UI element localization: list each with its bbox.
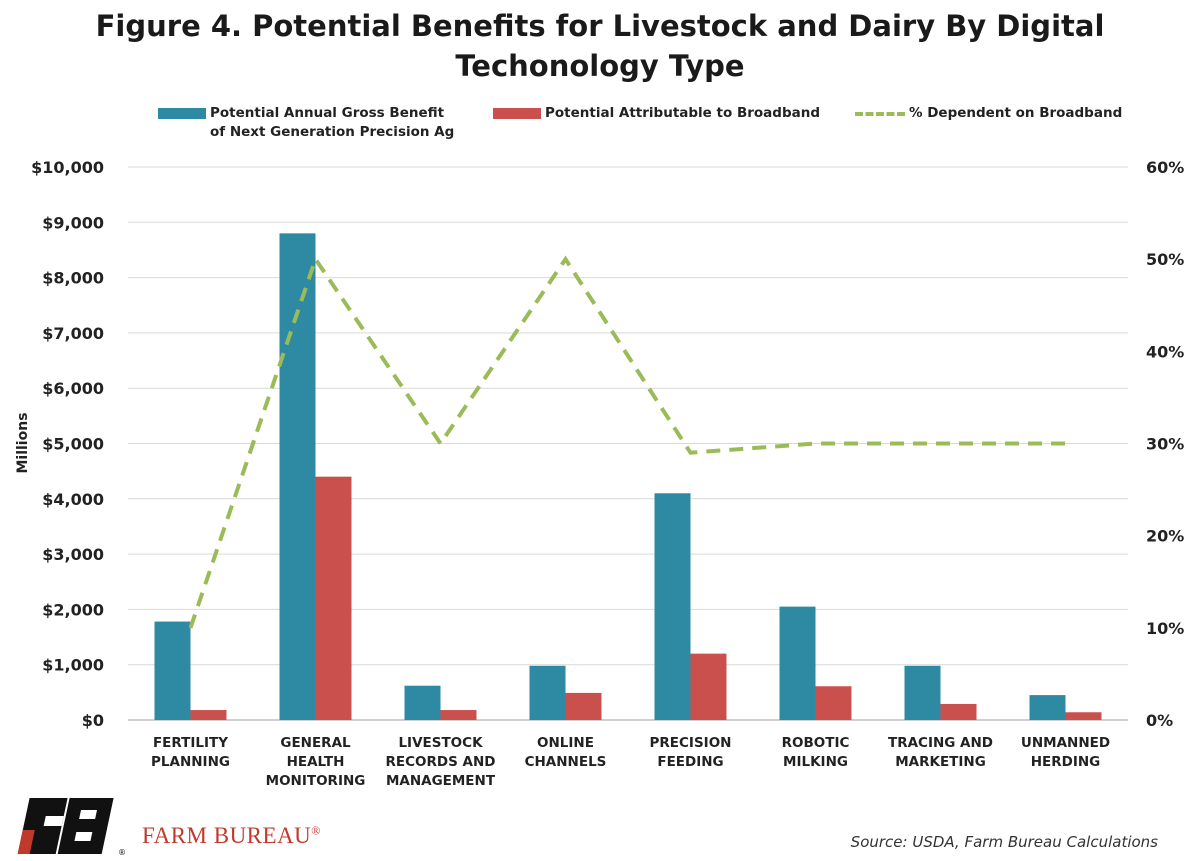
- x-tick-label: HEALTH: [287, 754, 345, 770]
- series-line-pct: [188, 254, 1066, 629]
- legend-label-line: of Next Generation Precision Ag: [210, 124, 455, 140]
- bar-gross: [1029, 695, 1066, 720]
- bar-broadband: [565, 692, 602, 720]
- x-tick-label: FERTILITY: [153, 735, 228, 751]
- x-tick-label: PRECISION: [650, 735, 732, 751]
- bar-gross: [404, 685, 441, 720]
- y2-tick-label: 50%: [1146, 250, 1184, 269]
- legend-swatch-gross: [158, 108, 206, 119]
- bar-gross: [279, 233, 316, 721]
- brand-name: FARM BUREAU®: [142, 823, 321, 849]
- x-tick-label: CHANNELS: [525, 754, 607, 770]
- y-tick-label: $10,000: [31, 158, 104, 177]
- y2-tick-label: 20%: [1146, 527, 1184, 546]
- x-tick-label: LIVESTOCK: [398, 735, 483, 751]
- y-tick-label: $5,000: [42, 435, 104, 454]
- y-tick-label: $2,000: [42, 600, 104, 619]
- bar-broadband: [815, 686, 852, 720]
- x-tick-label: MARKETING: [895, 754, 986, 770]
- x-tick-label: FEEDING: [657, 754, 723, 770]
- legend-swatch-broadband: [493, 108, 541, 119]
- x-tick-label: MILKING: [783, 754, 848, 770]
- bar-gross: [779, 606, 816, 720]
- x-tick-label: UNMANNED: [1021, 735, 1110, 751]
- bar-broadband: [190, 710, 227, 720]
- bar-broadband: [940, 703, 977, 720]
- y-tick-label: $9,000: [42, 213, 104, 232]
- bar-broadband: [315, 476, 352, 720]
- y-tick-label: $1,000: [42, 656, 104, 675]
- chart-title-line: Techonology Type: [455, 49, 745, 83]
- x-tick-label: PLANNING: [151, 754, 230, 770]
- chart-title: Figure 4. Potential Benefits for Livesto…: [0, 6, 1200, 86]
- legend-label-line: Potential Annual Gross Benefit: [210, 105, 445, 121]
- y2-tick-label: 10%: [1146, 619, 1184, 638]
- legend-swatch-pct: [855, 112, 905, 116]
- chart-legend: Potential Annual Gross Benefit of Next G…: [0, 104, 1200, 148]
- x-tick-label: RECORDS AND: [386, 754, 496, 770]
- chart-title-line: Figure 4. Potential Benefits for Livesto…: [95, 9, 1105, 43]
- svg-text:®: ®: [118, 848, 126, 857]
- brand-text: FARM BUREAU: [142, 823, 312, 848]
- y-tick-label: $4,000: [42, 490, 104, 509]
- y-tick-label: $3,000: [42, 545, 104, 564]
- y2-tick-label: 0%: [1146, 711, 1173, 730]
- y-tick-label: $0: [82, 711, 104, 730]
- bar-gross: [904, 665, 941, 720]
- bar-broadband: [440, 710, 477, 720]
- bar-broadband: [1065, 712, 1102, 720]
- bar-broadband: [690, 653, 727, 720]
- farm-bureau-logo-icon: ®: [17, 798, 126, 857]
- y-tick-label: $7,000: [42, 324, 104, 343]
- y2-tick-label: 40%: [1146, 342, 1184, 361]
- brand-mark: ®: [311, 823, 321, 838]
- x-tick-label: GENERAL: [280, 735, 351, 751]
- x-tick-label: TRACING AND: [888, 735, 993, 751]
- legend-label-broadband: Potential Attributable to Broadband: [545, 105, 821, 121]
- x-tick-label: HERDING: [1031, 754, 1101, 770]
- x-tick-label: ROBOTIC: [782, 735, 850, 751]
- bar-gross: [154, 621, 191, 720]
- bar-gross: [654, 493, 691, 720]
- x-tick-label: MONITORING: [266, 773, 366, 789]
- x-tick-label: ONLINE: [537, 735, 594, 751]
- legend-label-pct: % Dependent on Broadband: [909, 105, 1123, 121]
- source-note: Source: USDA, Farm Bureau Calculations: [850, 833, 1158, 851]
- bar-gross: [529, 665, 566, 720]
- y2-tick-label: 60%: [1146, 158, 1184, 177]
- y2-tick-label: 30%: [1146, 435, 1184, 454]
- y-tick-label: $8,000: [42, 269, 104, 288]
- y-tick-label: $6,000: [42, 379, 104, 398]
- legend-label-gross: Potential Annual Gross Benefit of Next G…: [210, 104, 454, 142]
- x-tick-label: MANAGEMENT: [386, 773, 496, 789]
- y-axis-title: Millions: [15, 412, 31, 473]
